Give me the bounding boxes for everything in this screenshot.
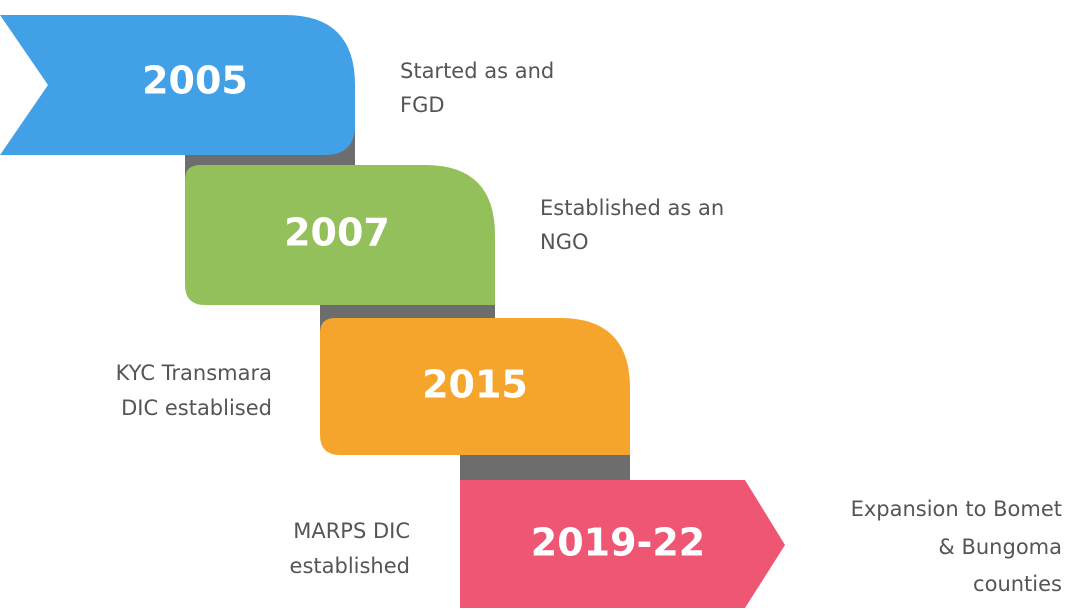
description: DIC establised <box>121 396 272 420</box>
description: Started as and <box>400 59 554 83</box>
description: KYC Transmara <box>116 361 272 385</box>
description: FGD <box>400 93 445 117</box>
description: Expansion to Bomet <box>851 497 1062 521</box>
year: 2007 <box>284 211 390 255</box>
description: counties <box>973 572 1062 596</box>
step-2007 <box>185 165 495 305</box>
description: established <box>290 554 410 578</box>
year: 2005 <box>142 59 248 103</box>
step-2005 <box>0 15 355 155</box>
year: 2015 <box>422 363 528 407</box>
step-2019 <box>460 480 785 608</box>
description: NGO <box>540 230 589 254</box>
description: MARPS DIC <box>293 519 410 543</box>
description: & Bungoma <box>938 535 1062 559</box>
description: Established as an <box>540 196 724 220</box>
year: 2019-22 <box>531 521 705 565</box>
step-2015 <box>320 318 630 455</box>
